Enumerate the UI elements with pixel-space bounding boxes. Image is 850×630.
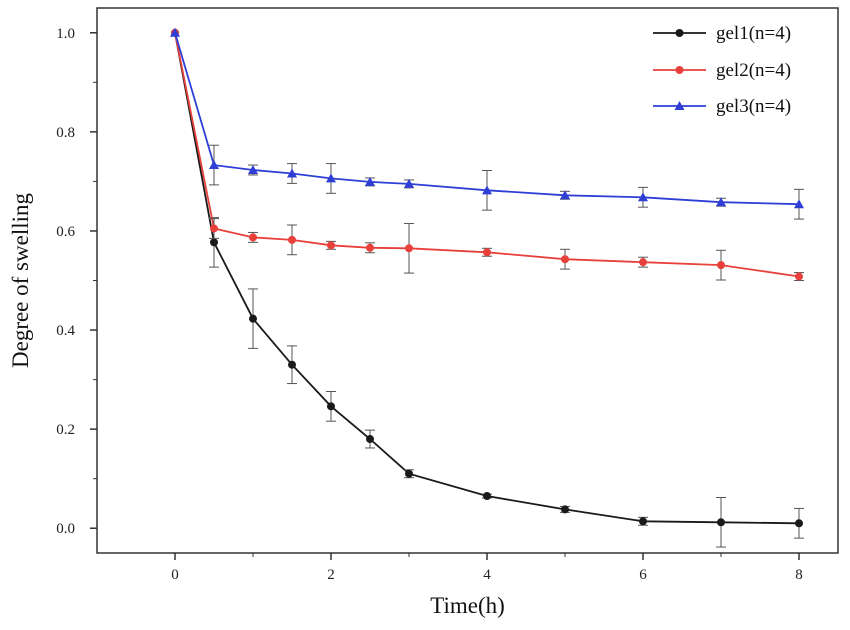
data-point bbox=[717, 518, 725, 527]
legend-item-1: gel1(n=4) bbox=[653, 23, 791, 44]
y-tick-label: 0.6 bbox=[56, 224, 75, 240]
data-point bbox=[639, 517, 647, 526]
data-point bbox=[210, 224, 218, 233]
data-point bbox=[561, 255, 569, 264]
data-point bbox=[366, 243, 374, 252]
legend: gel1(n=4) gel2(n=4) gel3(n=4) bbox=[653, 23, 791, 117]
x-axis-title: Time(h) bbox=[430, 593, 505, 618]
legend-label: gel1(n=4) bbox=[716, 23, 791, 44]
y-tick-label: 0.4 bbox=[56, 323, 75, 339]
x-tick-label: 6 bbox=[639, 567, 647, 583]
data-point bbox=[365, 176, 375, 186]
data-point bbox=[210, 238, 218, 247]
data-point bbox=[795, 519, 803, 528]
series-layer bbox=[170, 27, 804, 548]
series-line bbox=[174, 32, 800, 278]
data-point bbox=[326, 173, 336, 183]
data-point bbox=[482, 185, 492, 195]
data-point bbox=[249, 233, 257, 242]
data-point bbox=[716, 197, 726, 207]
legend-label: gel2(n=4) bbox=[716, 60, 791, 81]
x-tick-label: 0 bbox=[171, 567, 179, 583]
x-tick-label: 8 bbox=[795, 567, 803, 583]
data-point bbox=[404, 178, 414, 188]
data-point bbox=[717, 261, 725, 270]
legend-item-3: gel3(n=4) bbox=[653, 96, 791, 117]
data-point bbox=[287, 168, 297, 178]
data-point bbox=[483, 492, 491, 501]
data-point bbox=[795, 272, 803, 281]
y-tick-label: 1.0 bbox=[56, 26, 75, 42]
legend-label: gel3(n=4) bbox=[716, 96, 791, 117]
y-tick-label: 0.0 bbox=[56, 521, 75, 537]
data-point bbox=[327, 402, 335, 411]
series-line bbox=[174, 32, 800, 525]
data-point bbox=[561, 505, 569, 514]
x-tick-label: 4 bbox=[483, 567, 491, 583]
watermark: 知识泥土六二三 bbox=[730, 600, 842, 619]
data-point bbox=[249, 314, 257, 323]
data-point bbox=[560, 190, 570, 200]
legend-marker bbox=[674, 101, 685, 110]
series-3 bbox=[170, 27, 804, 220]
x-tick-label: 2 bbox=[327, 567, 335, 583]
data-point bbox=[405, 244, 413, 253]
data-point bbox=[288, 235, 296, 244]
plot-frame bbox=[96, 7, 839, 554]
data-point bbox=[405, 469, 413, 478]
data-point bbox=[366, 435, 374, 444]
data-point bbox=[248, 165, 258, 175]
data-point bbox=[288, 360, 296, 369]
data-point bbox=[483, 248, 491, 257]
legend-marker bbox=[675, 66, 684, 74]
data-point bbox=[170, 27, 180, 37]
legend-item-2: gel2(n=4) bbox=[653, 60, 791, 81]
y-axis-title: Degree of swelling bbox=[8, 193, 33, 368]
data-point bbox=[794, 199, 804, 209]
y-tick-label: 0.2 bbox=[56, 422, 75, 438]
series-line bbox=[174, 32, 800, 206]
axes: 0 2 4 6 8 0.0 0.2 0.4 0.6 0.8 1.0 bbox=[56, 7, 839, 583]
legend-marker bbox=[675, 29, 684, 37]
y-tick-label: 0.8 bbox=[56, 125, 75, 141]
watermark-text: 知识泥土六二三 bbox=[730, 600, 842, 619]
data-point bbox=[638, 192, 648, 202]
data-point bbox=[209, 160, 219, 170]
series-2 bbox=[171, 28, 804, 281]
data-point bbox=[327, 241, 335, 250]
data-point bbox=[639, 258, 647, 267]
series-1 bbox=[171, 28, 804, 548]
